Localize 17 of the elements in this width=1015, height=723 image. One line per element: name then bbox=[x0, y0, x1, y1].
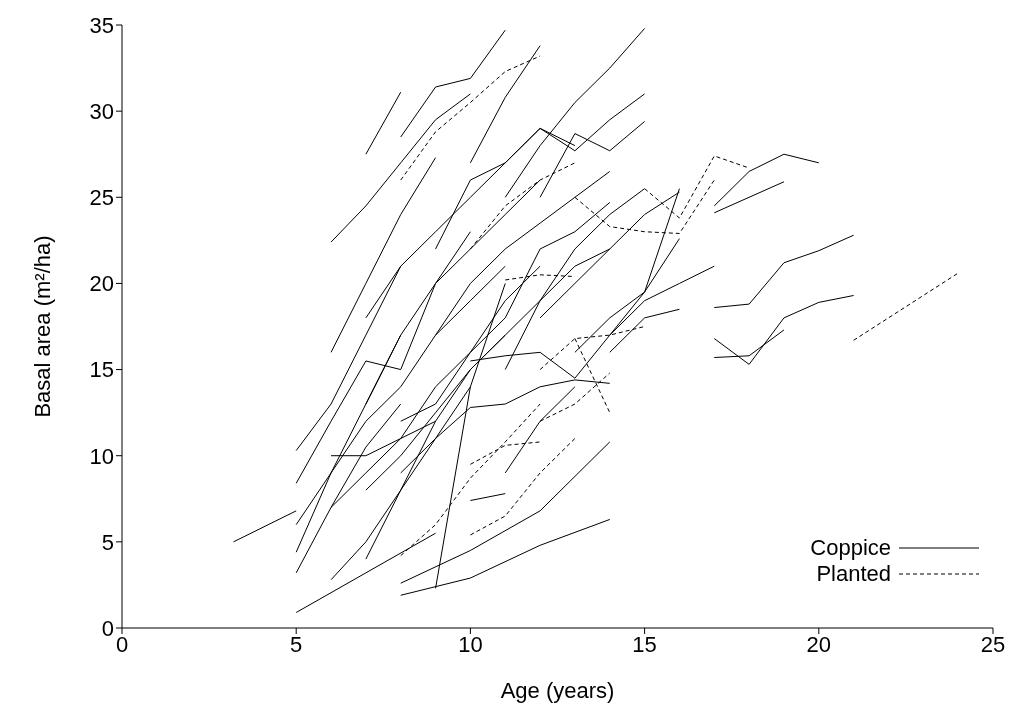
y-tick-label: 20 bbox=[89, 271, 114, 297]
y-tick-label: 35 bbox=[89, 12, 114, 38]
x-axis-title: Age (years) bbox=[500, 678, 615, 703]
y-tick-label: 30 bbox=[89, 98, 114, 124]
x-tick-label: 25 bbox=[980, 631, 1006, 657]
y-axis-title: Basal area (m²/ha) bbox=[29, 235, 55, 418]
y-tick-label: 15 bbox=[89, 357, 114, 383]
y-tick-label: 25 bbox=[89, 185, 114, 211]
x-tick-label: 15 bbox=[632, 631, 657, 657]
x-tick-label: 5 bbox=[290, 631, 303, 657]
y-tick-label: 5 bbox=[101, 529, 114, 555]
legend-label: Coppice bbox=[810, 535, 891, 561]
legend-label: Planted bbox=[816, 561, 891, 587]
x-tick-label: 10 bbox=[458, 631, 483, 657]
y-tick-label: 0 bbox=[101, 615, 114, 641]
x-tick-label: 20 bbox=[806, 631, 832, 657]
y-tick-label: 10 bbox=[89, 443, 114, 469]
